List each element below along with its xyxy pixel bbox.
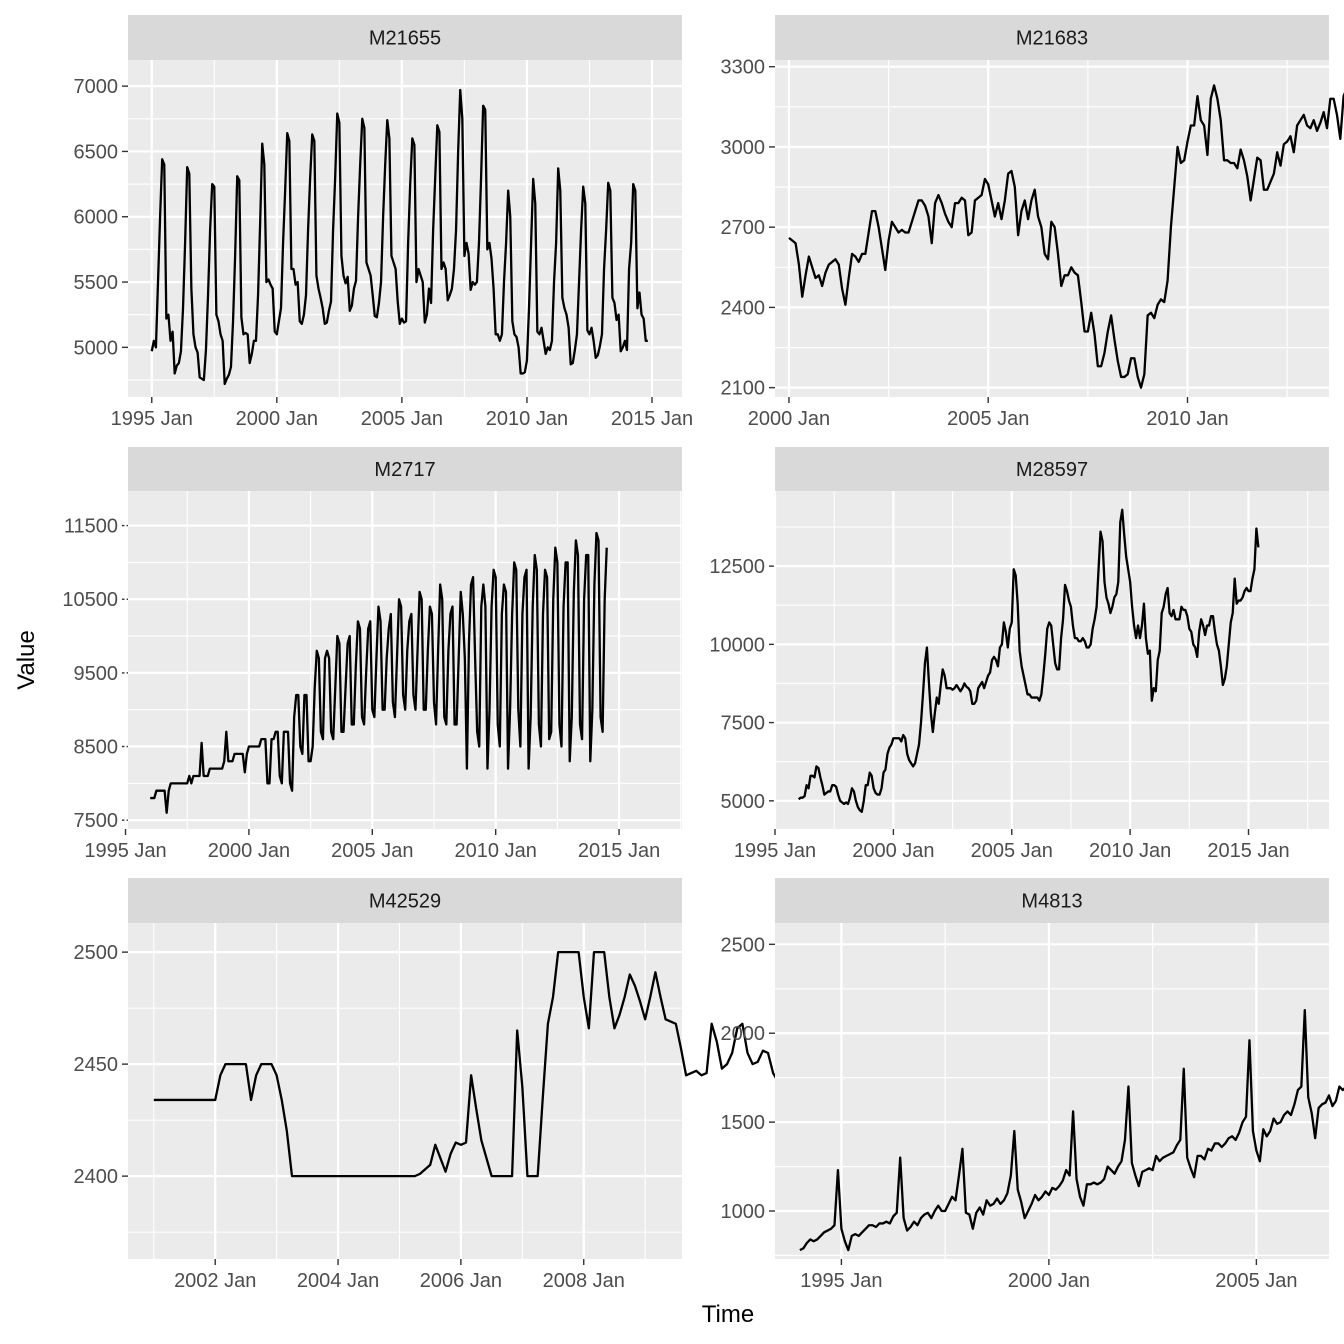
y-tick-label: 2700 (721, 217, 766, 239)
x-tick-label: 2000 Jan (236, 408, 318, 430)
x-tick-label: 2005 Jan (361, 408, 443, 430)
facet-M2717: M2717 7500 8500 9500 10500 11500 1995 Jan 2000 … (62, 447, 682, 862)
x-tick-label: 2002 Jan (174, 1270, 256, 1292)
x-tick-label: 2000 Jan (1008, 1270, 1090, 1292)
y-tick-label: 10000 (709, 634, 765, 656)
facet-strip-label: M4813 (1021, 891, 1082, 913)
facet-strip (775, 15, 1329, 60)
y-tick-label: 6000 (74, 207, 119, 229)
y-tick-label: 5500 (74, 272, 119, 294)
facet-panels: M21655 5000 5500 6000 6500 7000 1995 Jan 2000 J… (62, 15, 1344, 1292)
facet-M42529: M42529 2400 2450 2500 2002 Jan 2004 Jan 2006 J… (74, 878, 1097, 1292)
y-tick-label: 2500 (721, 934, 766, 956)
panel-background (128, 923, 682, 1259)
x-tick-label: 2005 Jan (331, 840, 413, 862)
x-tick-label: 1995 Jan (800, 1270, 882, 1292)
x-tick-label: 2000 Jan (748, 408, 830, 430)
x-tick-label: 2005 Jan (971, 840, 1053, 862)
y-tick-label: 2400 (74, 1166, 119, 1188)
x-tick-label: 2010 Jan (1146, 408, 1228, 430)
facet-strip-label: M2717 (374, 459, 435, 481)
y-tick-label: 6500 (74, 141, 119, 163)
series-line-M21655 (150, 88, 648, 386)
y-tick-label: 5000 (721, 791, 766, 813)
y-tick-label: 10500 (62, 589, 118, 611)
panel-background (775, 60, 1329, 397)
x-tick-label: 1995 Jan (84, 840, 166, 862)
y-axis-title: Value (13, 630, 40, 690)
x-tick-label: 2008 Jan (543, 1270, 625, 1292)
facet-strip (775, 447, 1329, 491)
series-line-M2717 (150, 531, 608, 814)
y-tick-label: 7500 (721, 713, 766, 735)
facet-strip-label: M21683 (1016, 28, 1088, 50)
facet-strip (128, 15, 682, 60)
y-tick-label: 12500 (709, 556, 765, 578)
x-tick-label: 2015 Jan (578, 840, 660, 862)
y-tick-label: 2450 (74, 1054, 119, 1076)
series-line-M4813 (799, 1008, 1344, 1252)
x-tick-label: 2000 Jan (852, 840, 934, 862)
y-tick-label: 2500 (74, 942, 119, 964)
x-tick-label: 2005 Jan (947, 408, 1029, 430)
x-tick-label: 2015 Jan (611, 408, 693, 430)
x-tick-label: 2005 Jan (1215, 1270, 1297, 1292)
x-tick-label: 2006 Jan (420, 1270, 502, 1292)
y-tick-label: 7000 (74, 76, 119, 98)
series-line-M28597 (797, 508, 1260, 813)
panel-background (775, 491, 1329, 829)
x-tick-label: 2004 Jan (297, 1270, 379, 1292)
facet-strip-label: M21655 (369, 28, 441, 50)
y-tick-label: 2100 (721, 378, 766, 400)
facet-M28597: M28597 5000 7500 10000 12500 1995 Jan 2000 Jan… (709, 447, 1329, 862)
y-tick-label: 5000 (74, 337, 119, 359)
y-tick-label: 2000 (721, 1023, 766, 1045)
y-tick-label: 1500 (721, 1112, 766, 1134)
x-axis-title: Time (702, 1301, 754, 1328)
facet-M4813: M4813 1000 1500 2000 2500 1995 Jan 2000 Jan 200… (721, 878, 1344, 1292)
y-tick-label: 7500 (74, 810, 119, 832)
facet-strip (128, 447, 682, 491)
y-tick-label: 11500 (64, 516, 118, 538)
facet-strip (775, 878, 1329, 923)
x-tick-label: 2010 Jan (1089, 840, 1171, 862)
y-tick-label: 2400 (721, 297, 766, 319)
x-tick-label: 2010 Jan (486, 408, 568, 430)
y-tick-label: 1000 (721, 1201, 766, 1223)
facet-strip-label: M42529 (369, 891, 441, 913)
y-tick-label: 3300 (721, 57, 766, 79)
facet-strip-label: M28597 (1016, 459, 1088, 481)
x-tick-label: 2000 Jan (208, 840, 290, 862)
facet-M21655: M21655 5000 5500 6000 6500 7000 1995 Jan 2000 J… (74, 15, 693, 430)
y-tick-label: 9500 (74, 663, 119, 685)
x-tick-label: 1995 Jan (111, 408, 193, 430)
x-tick-label: 2015 Jan (1207, 840, 1289, 862)
series-line-M21683 (788, 84, 1344, 389)
x-tick-label: 2010 Jan (455, 840, 537, 862)
facet-M21683: M21683 2100 2400 2700 3000 3300 2000 Jan 2005 J… (721, 15, 1344, 430)
y-tick-label: 3000 (721, 137, 766, 159)
facet-strip (128, 878, 682, 923)
panel-background (775, 923, 1329, 1259)
x-tick-label: 1995 Jan (734, 840, 816, 862)
y-tick-label: 8500 (74, 737, 119, 759)
